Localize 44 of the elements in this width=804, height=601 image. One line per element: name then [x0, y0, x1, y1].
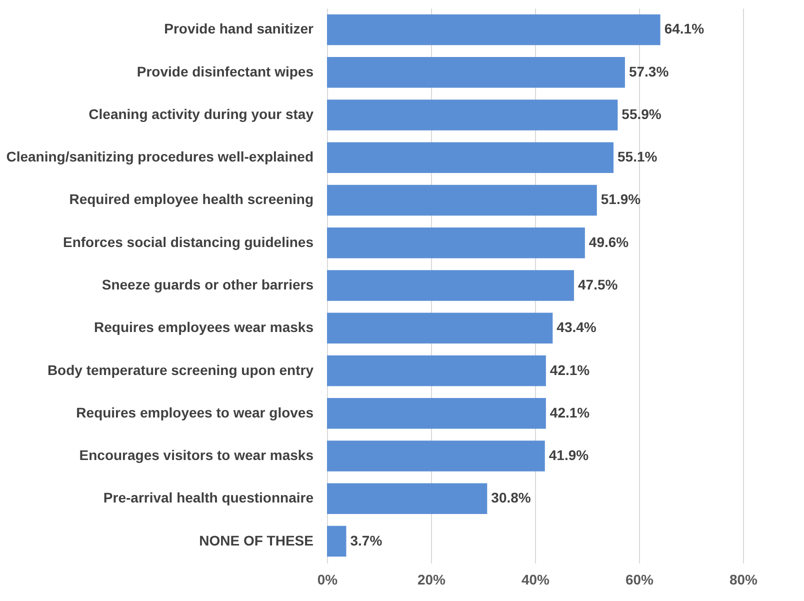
y-tick-label: Provide disinfectant wipes	[136, 63, 314, 80]
bar	[327, 14, 660, 46]
data-label: 55.9%	[622, 106, 662, 122]
bar	[327, 398, 546, 429]
x-tick-label: 20%	[417, 572, 446, 588]
bar	[327, 228, 585, 258]
y-tick-label: NONE OF THESE	[199, 532, 314, 548]
bar	[327, 184, 597, 216]
data-label: 55.1%	[618, 148, 658, 165]
data-label: 64.1%	[664, 20, 705, 37]
y-tick-label: Cleaning activity during your stay	[88, 106, 314, 122]
bar	[327, 57, 625, 88]
x-tick-label: 80%	[729, 572, 758, 588]
y-tick-label: Encourages visitors to wear masks	[79, 447, 314, 464]
data-label: 47.5%	[578, 276, 618, 292]
y-tick-label: Sneeze guards or other barriers	[102, 276, 314, 292]
data-label: 3.7%	[350, 532, 383, 548]
bar	[327, 355, 546, 386]
bar	[327, 440, 545, 472]
bar	[327, 312, 553, 344]
data-label: 51.9%	[600, 191, 642, 208]
data-label: 42.1%	[550, 362, 590, 378]
y-tick-label: Requires employees wear masks	[94, 319, 314, 336]
data-label: 42.1%	[550, 404, 590, 420]
x-tick-label: 60%	[625, 572, 654, 588]
y-tick-label: Body temperature screening upon entry	[47, 362, 314, 378]
y-tick-label: Pre-arrival health questionnaire	[103, 490, 314, 506]
y-tick-label: Required employee health screening	[69, 191, 314, 208]
bar	[327, 526, 346, 557]
bar	[327, 270, 574, 301]
y-tick-label: Requires employees to wear gloves	[76, 404, 314, 420]
x-tick-label: 0%	[317, 572, 338, 588]
data-label: 57.3%	[628, 63, 670, 80]
data-label: 43.4%	[556, 319, 597, 336]
data-label: 49.6%	[588, 234, 630, 250]
x-tick-label: 40%	[521, 572, 550, 588]
y-tick-label: Enforces social distancing guidelines	[62, 234, 314, 250]
bar	[327, 100, 618, 130]
y-tick-label: Provide hand sanitizer	[164, 20, 314, 37]
data-label: 41.9%	[548, 447, 590, 464]
bar	[327, 483, 488, 514]
data-label: 30.8%	[491, 490, 532, 506]
y-tick-label: Cleaning/sanitizing procedures well-explained	[6, 148, 314, 165]
bar	[327, 142, 614, 173]
